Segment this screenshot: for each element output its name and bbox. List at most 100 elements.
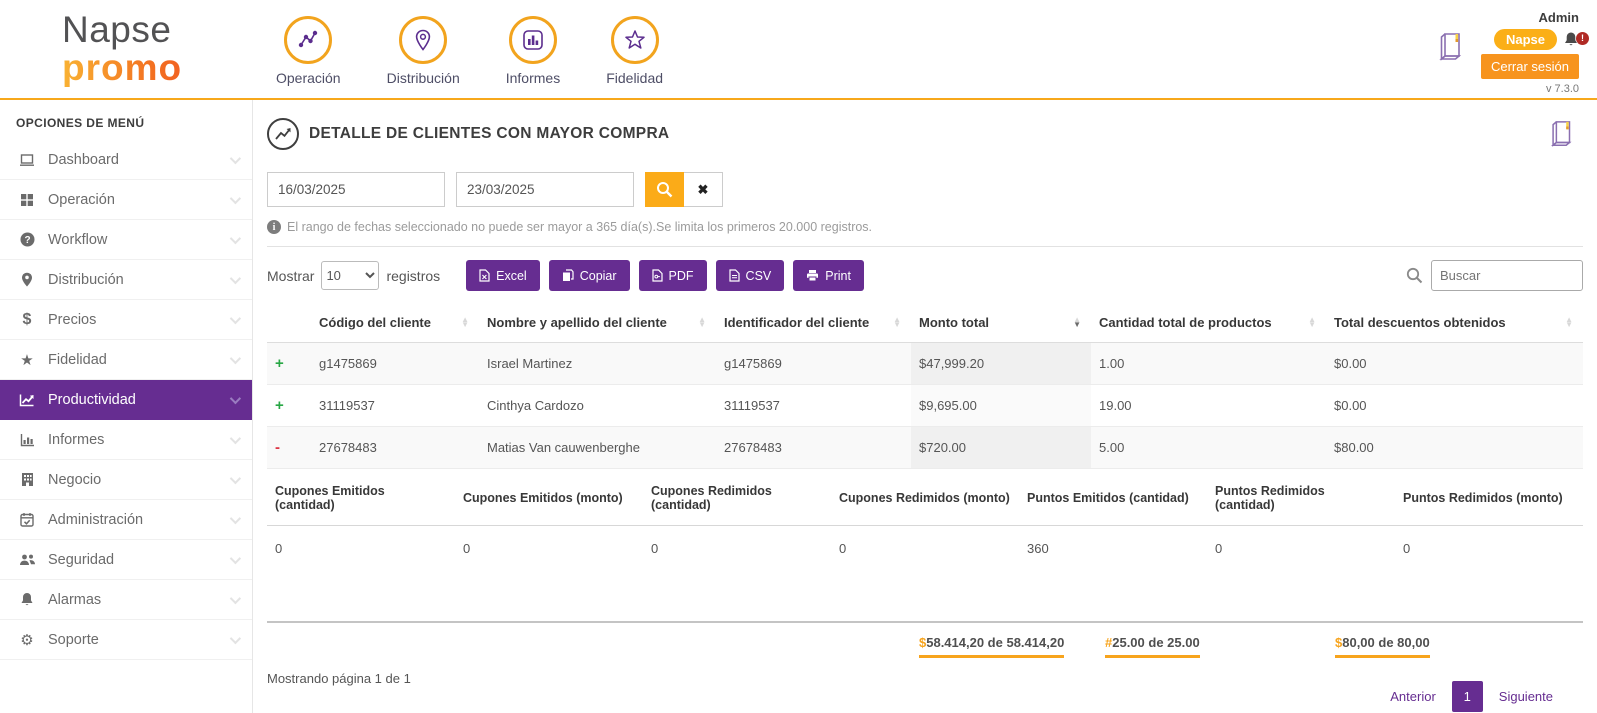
detail-header: Cupones Redimidos (monto) <box>831 469 1019 526</box>
dollar-icon: $ <box>22 310 32 328</box>
gear-icon: ⚙ <box>20 631 34 649</box>
detail-value: 0 <box>1215 541 1223 556</box>
sidebar-item-administracion[interactable]: Administración <box>0 500 252 540</box>
pagination-previous[interactable]: Anterior <box>1390 689 1436 704</box>
table-row: + 31119537 Cinthya Cardozo 31119537 $9,6… <box>267 384 1583 427</box>
chevron-down-icon <box>229 472 242 484</box>
sidebar-item-label: Workflow <box>48 231 108 248</box>
chevron-down-icon <box>229 392 242 404</box>
table-search-input[interactable] <box>1431 260 1583 291</box>
nav-label: Fidelidad <box>606 70 664 86</box>
sidebar-item-workflow[interactable]: ? Workflow <box>0 220 252 260</box>
search-icon <box>1406 267 1423 284</box>
chart-line-icon <box>18 393 36 407</box>
map-pin-icon <box>399 16 448 64</box>
sidebar-item-fidelidad[interactable]: ★ Fidelidad <box>0 340 252 380</box>
cell-identificador: g1475869 <box>716 342 911 385</box>
calendar-check-icon <box>18 512 36 527</box>
detail-value: 0 <box>463 541 471 556</box>
expand-row-button[interactable]: + <box>275 355 284 372</box>
detail-header: Cupones Redimidos (cantidad) <box>643 469 831 526</box>
expand-row-button[interactable]: + <box>275 397 284 414</box>
date-range-info-text: El rango de fechas seleccionado no puede… <box>287 220 873 234</box>
logout-button[interactable]: Cerrar sesión <box>1480 53 1579 79</box>
app-version: v 7.3.0 <box>1545 82 1579 95</box>
cell-nombre: Israel Martinez <box>479 342 716 385</box>
detail-header: Cupones Emitidos (monto) <box>455 469 643 526</box>
cell-cantidad: 1.00 <box>1091 342 1326 385</box>
chevron-down-icon <box>229 632 242 644</box>
notifications-bell-icon[interactable]: ! <box>1563 31 1589 48</box>
sidebar-item-seguridad[interactable]: Seguridad <box>0 540 252 580</box>
column-header-monto[interactable]: Monto total ▲ ▼ <box>911 303 1091 343</box>
sidebar-item-label: Alarmas <box>48 591 102 608</box>
date-from-input[interactable] <box>267 172 445 207</box>
cell-codigo: 27678483 <box>311 426 479 469</box>
sidebar-item-label: Dashboard <box>48 151 119 168</box>
org-badge: Napse <box>1493 28 1557 50</box>
column-header-codigo[interactable]: Código del cliente ▲ ▼ <box>311 303 479 343</box>
main-content: DETALLE DE CLIENTES CON MAYOR COMPRA ✖ i… <box>253 100 1597 713</box>
detail-header: Puntos Redimidos (monto) <box>1395 469 1583 526</box>
map-marker-icon <box>18 272 36 287</box>
pagination-page-1[interactable]: 1 <box>1451 681 1483 712</box>
export-buttons: Excel Copiar PDF CSV <box>466 260 864 291</box>
table-row-expanded: - 27678483 Matias Van cauwenberghe 27678… <box>267 426 1583 469</box>
export-csv-button[interactable]: CSV <box>715 260 785 291</box>
chevron-down-icon <box>229 192 242 204</box>
cell-descuentos: $80.00 <box>1326 426 1583 469</box>
sidebar-item-dashboard[interactable]: Dashboard <box>0 140 252 180</box>
sidebar-item-distribucion[interactable]: Distribución <box>0 260 252 300</box>
sidebar-item-alarmas[interactable]: Alarmas <box>0 580 252 620</box>
sidebar-item-negocio[interactable]: Negocio <box>0 460 252 500</box>
export-button-label: CSV <box>745 268 772 283</box>
sidebar-item-operacion[interactable]: Operación <box>0 180 252 220</box>
column-totals: $58.414,20 de 58.414,20 #25.00 de 25.00 … <box>267 623 1583 669</box>
excel-file-icon <box>479 269 490 282</box>
total-cantidad: #25.00 de 25.00 <box>1105 635 1200 658</box>
detail-value: 0 <box>1403 541 1411 556</box>
column-header-descuentos[interactable]: Total descuentos obtenidos ▲ ▼ <box>1326 303 1583 343</box>
export-print-button[interactable]: Print <box>793 260 864 291</box>
detail-header: Cupones Emitidos (cantidad) <box>267 469 455 526</box>
cell-monto: $9,695.00 <box>911 384 1091 427</box>
sidebar-item-soporte[interactable]: ⚙ Soporte <box>0 620 252 660</box>
column-header-cantidad[interactable]: Cantidad total de productos ▲ ▼ <box>1091 303 1326 343</box>
cell-codigo: g1475869 <box>311 342 479 385</box>
sidebar-item-precios[interactable]: $ Precios <box>0 300 252 340</box>
clear-dates-button[interactable]: ✖ <box>684 172 723 207</box>
pagination-next[interactable]: Siguiente <box>1498 689 1553 704</box>
column-header-identificador[interactable]: Identificador del cliente ▲ ▼ <box>716 303 911 343</box>
column-header-nombre[interactable]: Nombre y apellido del cliente ▲ ▼ <box>479 303 716 343</box>
page-title-chart-icon <box>267 118 299 150</box>
page-size-select[interactable]: 10 <box>321 261 380 290</box>
export-excel-button[interactable]: Excel <box>466 260 540 291</box>
nav-item-informes[interactable]: Informes <box>506 16 560 86</box>
page-title: DETALLE DE CLIENTES CON MAYOR COMPRA <box>309 125 670 142</box>
cell-descuentos: $0.00 <box>1326 342 1583 385</box>
sort-icon: ▲ ▼ <box>1308 314 1316 329</box>
building-icon <box>18 472 36 487</box>
sidebar-title: OPCIONES DE MENÚ <box>16 116 145 130</box>
nav-label: Distribución <box>386 70 460 86</box>
search-dates-button[interactable] <box>645 172 684 207</box>
sidebar-item-informes[interactable]: Informes <box>0 420 252 460</box>
sidebar-item-productividad[interactable]: Productividad <box>0 380 252 420</box>
date-to-input[interactable] <box>456 172 634 207</box>
nav-item-fidelidad[interactable]: Fidelidad <box>606 16 663 86</box>
export-pdf-button[interactable]: PDF <box>638 260 707 291</box>
nav-item-distribucion[interactable]: Distribución <box>387 16 460 86</box>
pagination-info: Mostrando página 1 de 1 <box>267 671 411 686</box>
cell-nombre: Cinthya Cardozo <box>479 384 716 427</box>
collapse-row-button[interactable]: - <box>275 439 280 456</box>
alert-badge: ! <box>1576 31 1589 45</box>
nav-item-operacion[interactable]: Operación <box>276 16 341 86</box>
export-copy-button[interactable]: Copiar <box>548 260 630 291</box>
sort-icon-active-desc: ▲ ▼ <box>1073 314 1081 329</box>
sidebar-item-label: Informes <box>48 431 105 448</box>
cell-nombre: Matias Van cauwenberghe <box>479 426 716 469</box>
manual-book-icon[interactable] <box>1435 30 1467 64</box>
cell-monto: $720.00 <box>911 426 1091 469</box>
help-book-icon[interactable] <box>1547 118 1577 150</box>
cell-cantidad: 5.00 <box>1091 426 1326 469</box>
